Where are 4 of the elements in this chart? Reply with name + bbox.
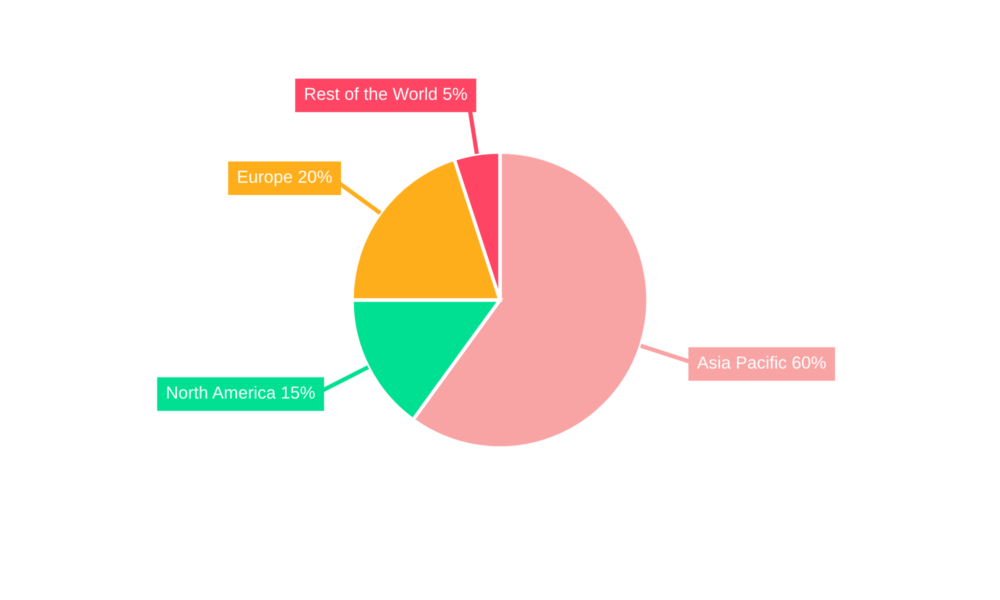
- slice-label: North America 15%: [167, 386, 315, 399]
- slice-label: Europe 20%: [238, 170, 332, 186]
- slice-label: Rest of the World 5%: [305, 87, 467, 100]
- slice-label: Asia Pacific 60%: [697, 356, 826, 369]
